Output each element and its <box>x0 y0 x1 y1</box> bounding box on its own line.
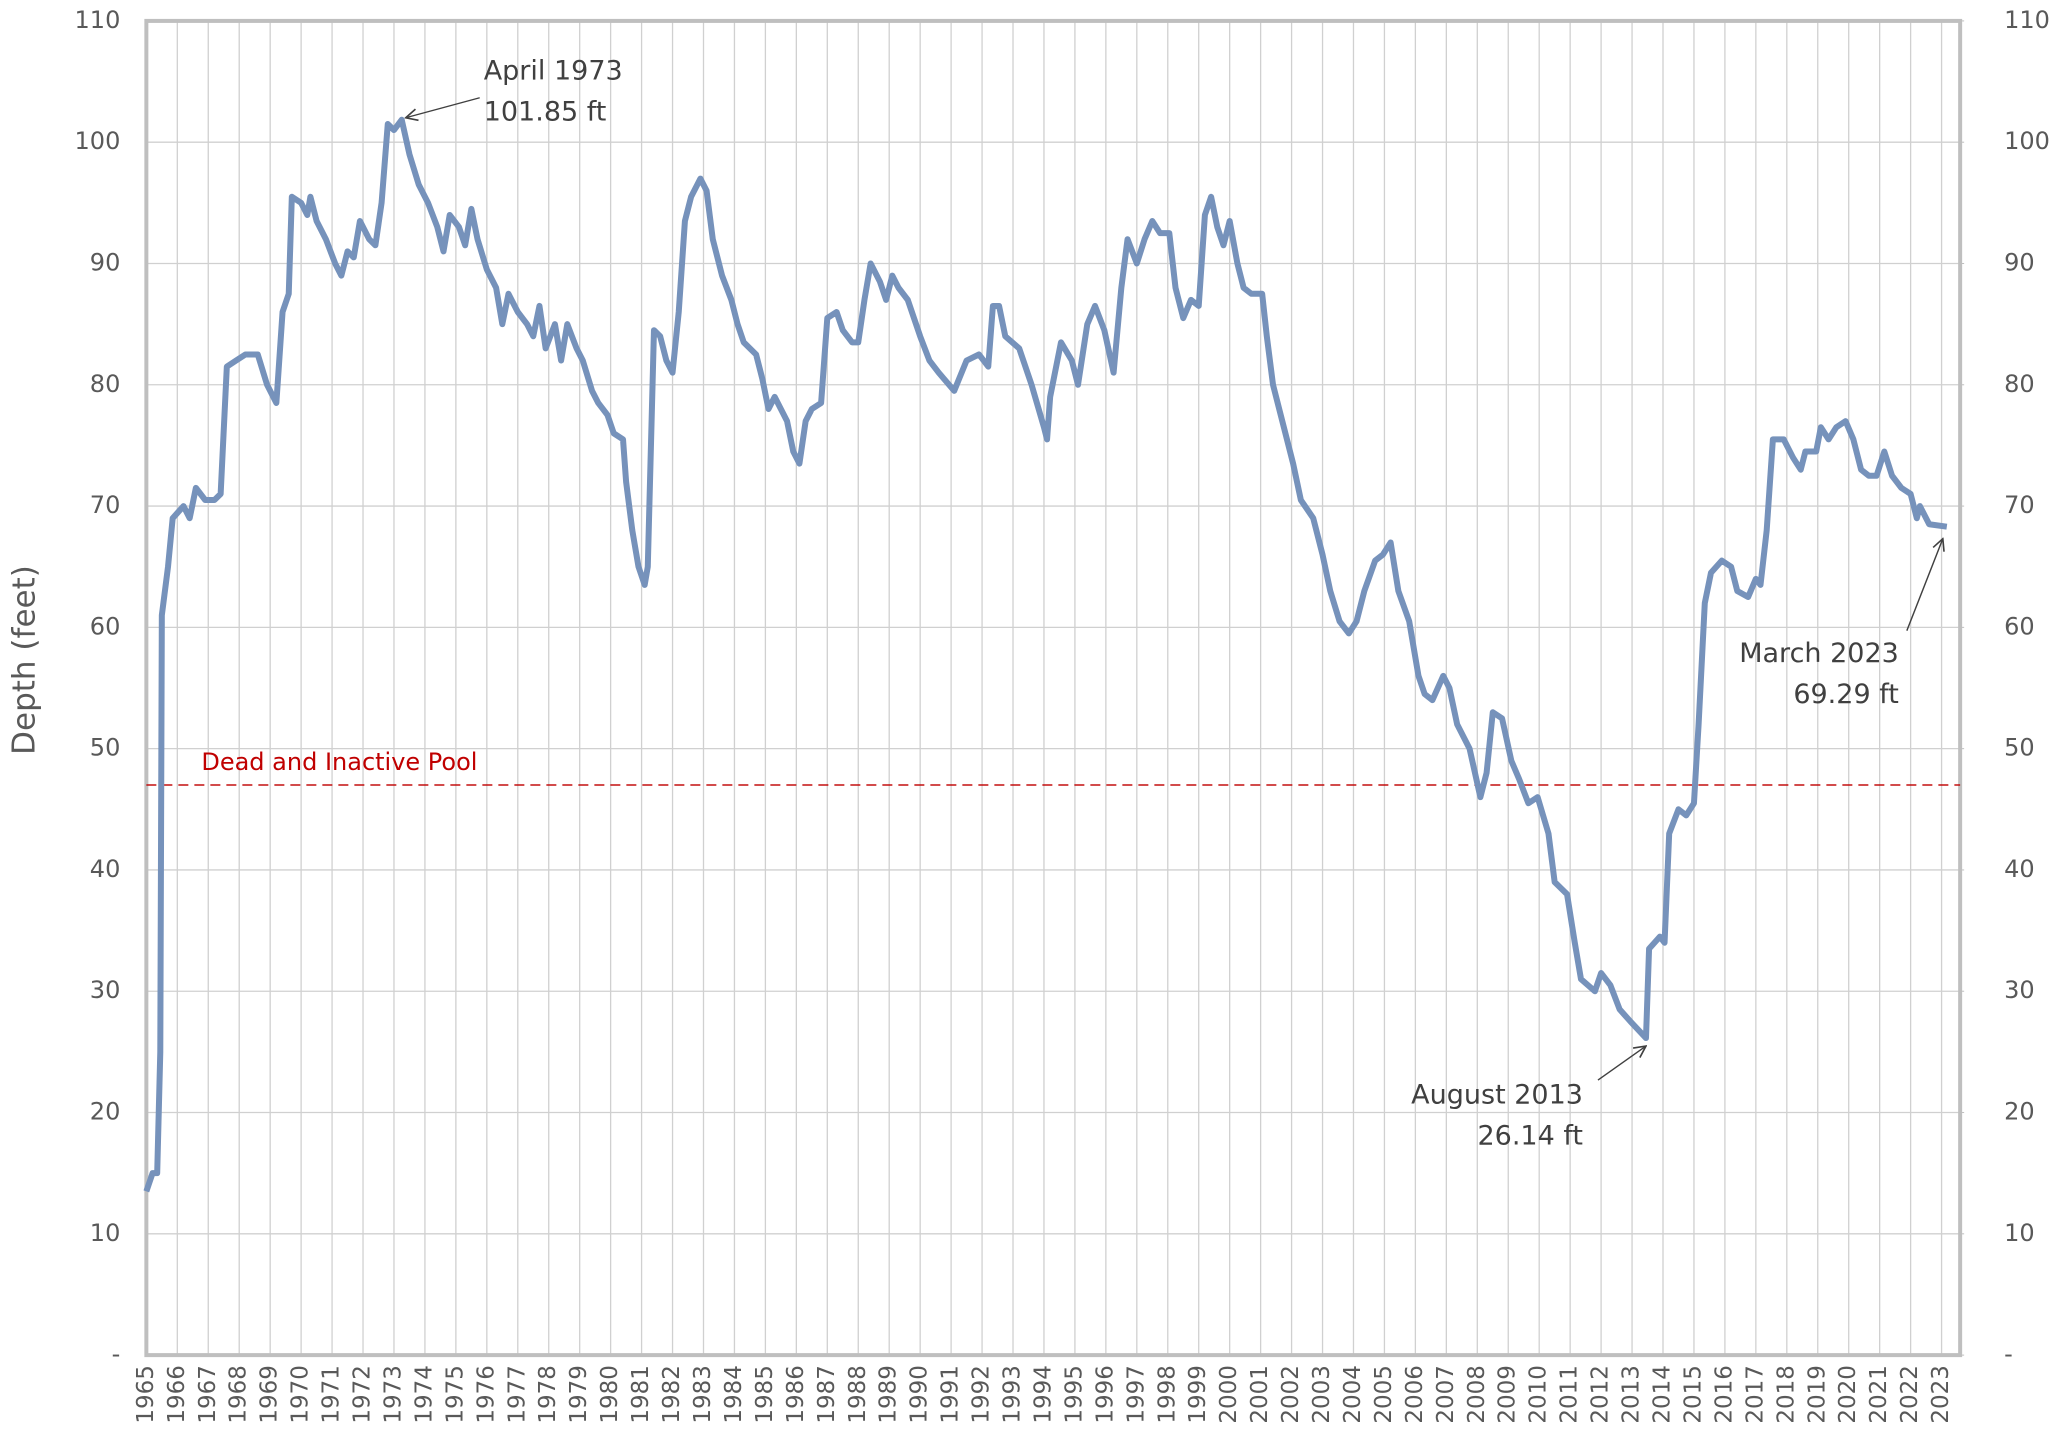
x-tick-label: 1982 <box>659 1365 685 1424</box>
x-tick-label: 2015 <box>1680 1365 1706 1424</box>
annotation-text: 101.85 ft <box>484 96 607 127</box>
x-tick-label: 1973 <box>380 1365 406 1424</box>
x-tick-label: 1981 <box>628 1365 654 1424</box>
x-tick-label: 1969 <box>257 1365 283 1424</box>
x-tick-label: 2013 <box>1619 1365 1645 1424</box>
x-tick-label: 1993 <box>1000 1365 1026 1424</box>
y-tick-label: 100 <box>75 127 121 155</box>
x-tick-label: 1998 <box>1154 1365 1180 1424</box>
x-tick-label: 2001 <box>1247 1365 1273 1424</box>
x-tick-label: 1970 <box>288 1365 314 1424</box>
y-tick-label: 50 <box>90 734 121 762</box>
y-tick-label: 30 <box>90 976 121 1004</box>
x-tick-label: 1984 <box>721 1365 747 1424</box>
x-tick-label: 1974 <box>411 1365 437 1424</box>
x-tick-label: 2011 <box>1557 1365 1583 1424</box>
y-tick-label: 80 <box>90 370 121 398</box>
x-tick-label: 1971 <box>319 1365 345 1424</box>
y-tick-label: 90 <box>90 248 121 276</box>
y2-tick-label: 100 <box>2004 127 2049 155</box>
x-tick-label: 1968 <box>226 1365 252 1424</box>
x-tick-label: 2010 <box>1526 1365 1552 1424</box>
y2-tick-label: 20 <box>2004 1098 2035 1126</box>
x-tick-label: 1976 <box>473 1365 499 1424</box>
x-tick-label: 1986 <box>783 1365 809 1424</box>
y2-tick-label: 90 <box>2004 248 2035 276</box>
y-tick-label: 40 <box>90 855 121 883</box>
x-tick-label: 2005 <box>1371 1365 1397 1424</box>
x-tick-label: 2014 <box>1650 1365 1676 1424</box>
x-tick-label: 1996 <box>1092 1365 1118 1424</box>
y-tick-label: 60 <box>90 612 121 640</box>
x-tick-label: 2023 <box>1928 1365 1954 1424</box>
x-tick-label: 2016 <box>1711 1365 1737 1424</box>
x-tick-label: 1992 <box>969 1365 995 1424</box>
x-tick-label: 1994 <box>1030 1365 1056 1424</box>
y2-tick-label: 60 <box>2004 612 2035 640</box>
plot-border <box>144 18 1963 1358</box>
reference-label: Dead and Inactive Pool <box>201 748 477 776</box>
annotation-text: August 2013 <box>1411 1080 1583 1111</box>
x-tick-label: 2021 <box>1866 1365 1892 1424</box>
x-tick-label: 2000 <box>1216 1365 1242 1424</box>
x-tick-label: 1999 <box>1185 1365 1211 1424</box>
x-tick-label: 2003 <box>1309 1365 1335 1424</box>
y2-tick-label: 30 <box>2004 976 2035 1004</box>
x-tick-label: 2006 <box>1402 1365 1428 1424</box>
y-tick-label: 20 <box>90 1098 121 1126</box>
x-tick-label: 2004 <box>1340 1365 1366 1424</box>
x-tick-label: 1988 <box>845 1365 871 1424</box>
x-tick-label: 1977 <box>504 1365 530 1424</box>
x-tick-label: 2019 <box>1804 1365 1830 1424</box>
x-tick-label: 1985 <box>752 1365 778 1424</box>
data-line <box>143 116 1948 1193</box>
x-tick-label: 1967 <box>195 1365 221 1424</box>
x-tick-label: 1989 <box>876 1365 902 1424</box>
x-tick-label: 1980 <box>597 1365 623 1424</box>
y2-tick-label: - <box>2004 1340 2013 1368</box>
annotation-arrow <box>1906 539 1943 631</box>
y2-tick-label: 50 <box>2004 734 2035 762</box>
x-tick-label: 2017 <box>1742 1365 1768 1424</box>
x-tick-label: 1990 <box>907 1365 933 1424</box>
x-tick-label: 1966 <box>164 1365 190 1424</box>
x-tick-label: 2009 <box>1495 1365 1521 1424</box>
y-tick-label: - <box>112 1340 121 1368</box>
x-tick-label: 1983 <box>690 1365 716 1424</box>
x-tick-label: 1965 <box>133 1365 159 1424</box>
y-tick-label: 70 <box>90 491 121 519</box>
x-tick-label: 2022 <box>1897 1365 1923 1424</box>
x-tick-label: 1995 <box>1061 1365 1087 1424</box>
y-tick-label: 110 <box>75 6 121 34</box>
x-tick-label: 1987 <box>814 1365 840 1424</box>
y2-tick-label: 80 <box>2004 370 2035 398</box>
x-tick-label: 1975 <box>442 1365 468 1424</box>
x-tick-label: 2020 <box>1835 1365 1861 1424</box>
x-tick-label: 2012 <box>1588 1365 1614 1424</box>
annotation-text: April 1973 <box>484 55 623 86</box>
y-axis-label: Depth (feet) <box>7 565 43 755</box>
x-tick-label: 1978 <box>535 1365 561 1424</box>
x-tick-label: 1979 <box>566 1365 592 1424</box>
annotation-text: March 2023 <box>1739 638 1899 669</box>
x-tick-label: 2008 <box>1464 1365 1490 1424</box>
x-tick-label: 2002 <box>1278 1365 1304 1424</box>
x-tick-label: 1997 <box>1123 1365 1149 1424</box>
y2-tick-label: 110 <box>2004 6 2049 34</box>
x-tick-label: 2007 <box>1433 1365 1459 1424</box>
annotation-arrow <box>406 97 480 118</box>
annotation-text: 26.14 ft <box>1477 1121 1583 1152</box>
annotation-text: 69.29 ft <box>1793 679 1899 710</box>
x-tick-label: 1972 <box>350 1365 376 1424</box>
annotation-arrow <box>1597 1046 1646 1081</box>
y-tick-label: 10 <box>90 1219 121 1247</box>
x-tick-label: 2018 <box>1773 1365 1799 1424</box>
y2-tick-label: 40 <box>2004 855 2035 883</box>
y2-tick-label: 70 <box>2004 491 2035 519</box>
x-tick-label: 1991 <box>938 1365 964 1424</box>
y2-tick-label: 10 <box>2004 1219 2035 1247</box>
